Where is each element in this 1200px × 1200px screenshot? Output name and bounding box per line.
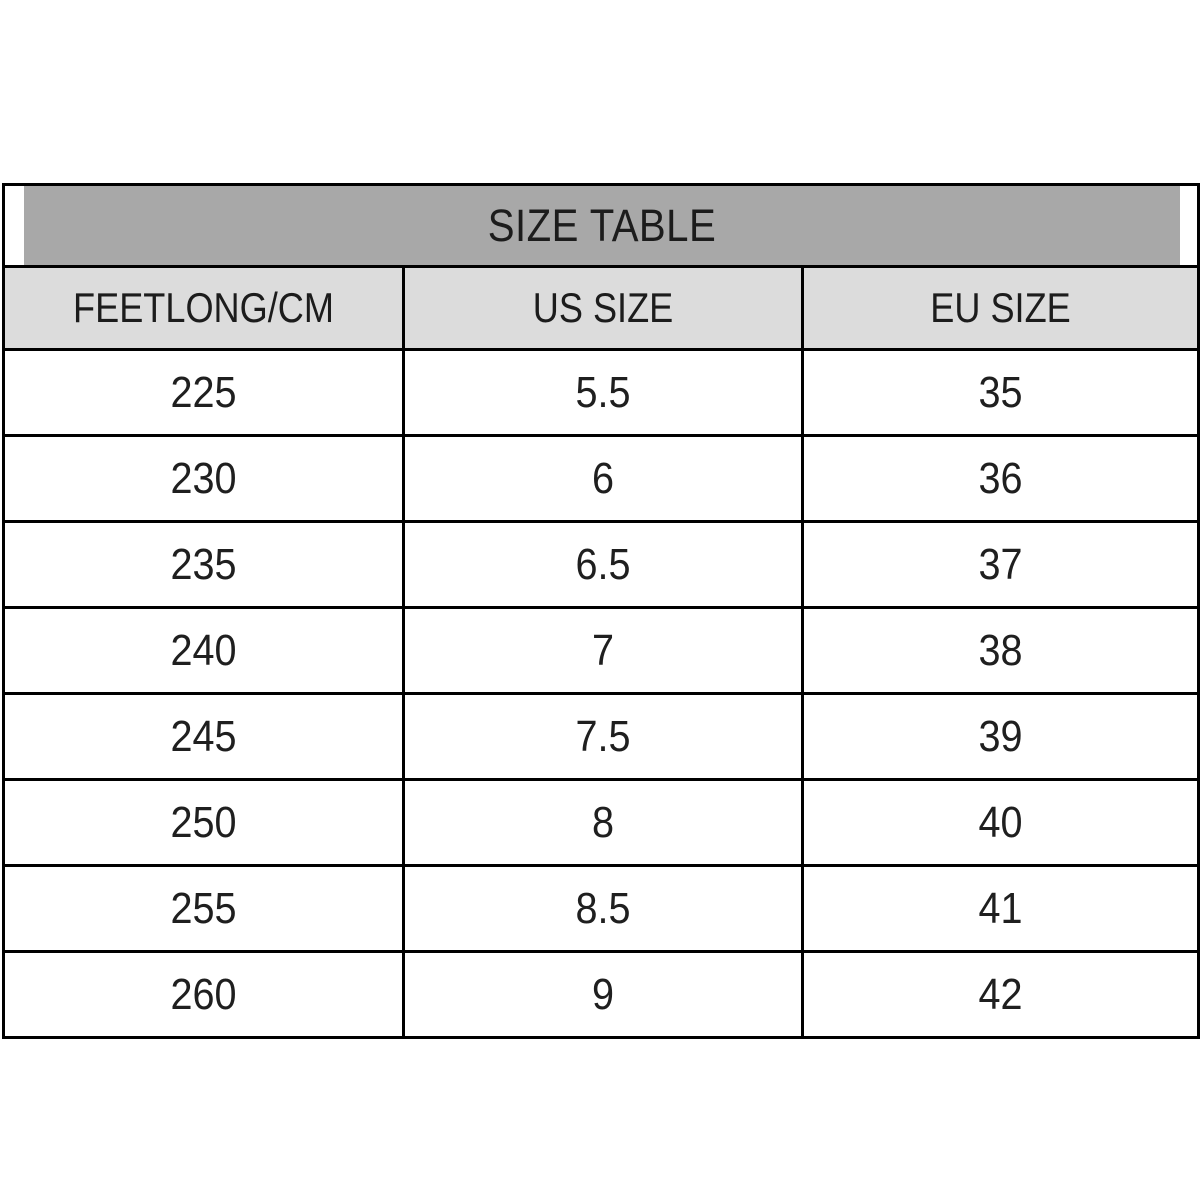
- table-title-cell: SIZE TABLE: [19, 183, 1183, 268]
- cell-value: 38: [978, 626, 1023, 675]
- table-row: 255 8.5 41: [2, 864, 1200, 953]
- cell-value: 240: [170, 626, 237, 675]
- title-row: SIZE TABLE: [4, 183, 1199, 268]
- cell-value: 225: [170, 368, 237, 417]
- cell-eu-size: 40: [801, 778, 1200, 867]
- cell-eu-size: 36: [801, 434, 1200, 523]
- cell-us-size: 8.5: [402, 864, 804, 953]
- cell-us-size: 7: [402, 606, 804, 695]
- cell-value: 39: [978, 712, 1023, 761]
- cell-eu-size: 37: [801, 520, 1200, 609]
- cell-us-size: 6: [402, 434, 804, 523]
- cell-us-size: 5.5: [402, 348, 804, 437]
- column-header-label: US SIZE: [532, 284, 674, 331]
- cell-feetlong-cm: 240: [2, 606, 405, 695]
- cell-eu-size: 39: [801, 692, 1200, 781]
- cell-us-size: 9: [402, 950, 804, 1039]
- header-row: FEETLONG/CM US SIZE EU SIZE: [2, 265, 1200, 351]
- cell-eu-size: 42: [801, 950, 1200, 1039]
- size-table-body: SIZE TABLE FEETLONG/CM US SIZE EU SIZE 2…: [2, 183, 1200, 1039]
- table-title: SIZE TABLE: [486, 200, 716, 251]
- cell-value: 235: [170, 540, 237, 589]
- cell-value: 5.5: [575, 368, 631, 417]
- table-row: 235 6.5 37: [2, 520, 1200, 609]
- cell-value: 7.5: [575, 712, 631, 761]
- cell-feetlong-cm: 260: [2, 950, 405, 1039]
- table-row: 245 7.5 39: [2, 692, 1200, 781]
- cell-value: 245: [170, 712, 237, 761]
- cell-value: 255: [170, 884, 237, 933]
- cell-value: 7: [591, 626, 615, 675]
- cell-value: 42: [978, 970, 1023, 1019]
- table-row: 260 9 42: [2, 950, 1200, 1039]
- cell-us-size: 7.5: [402, 692, 804, 781]
- cell-value: 260: [170, 970, 237, 1019]
- cell-eu-size: 38: [801, 606, 1200, 695]
- column-header-us-size: US SIZE: [402, 265, 804, 351]
- cell-value: 41: [978, 884, 1023, 933]
- cell-value: 9: [591, 970, 615, 1019]
- cell-value: 250: [170, 798, 237, 847]
- cell-value: 6.5: [575, 540, 631, 589]
- cell-value: 36: [978, 454, 1023, 503]
- column-header-feetlong-cm: FEETLONG/CM: [2, 265, 405, 351]
- cell-feetlong-cm: 245: [2, 692, 405, 781]
- column-header-label: EU SIZE: [930, 284, 1071, 331]
- cell-feetlong-cm: 235: [2, 520, 405, 609]
- cell-feetlong-cm: 255: [2, 864, 405, 953]
- cell-value: 6: [591, 454, 615, 503]
- column-header-eu-size: EU SIZE: [801, 265, 1200, 351]
- cell-value: 37: [978, 540, 1023, 589]
- cell-value: 35: [978, 368, 1023, 417]
- cell-feetlong-cm: 230: [2, 434, 405, 523]
- table-row: 230 6 36: [2, 434, 1200, 523]
- size-table: SIZE TABLE FEETLONG/CM US SIZE EU SIZE 2…: [2, 183, 1200, 1039]
- table-row: 240 7 38: [2, 606, 1200, 695]
- cell-value: 8: [591, 798, 615, 847]
- table-row: 250 8 40: [2, 778, 1200, 867]
- table-row: 225 5.5 35: [2, 348, 1200, 437]
- cell-value: 8.5: [575, 884, 631, 933]
- cell-eu-size: 35: [801, 348, 1200, 437]
- cell-feetlong-cm: 225: [2, 348, 405, 437]
- cell-value: 230: [170, 454, 237, 503]
- cell-value: 40: [978, 798, 1023, 847]
- cell-us-size: 6.5: [402, 520, 804, 609]
- cell-us-size: 8: [402, 778, 804, 867]
- column-header-label: FEETLONG/CM: [73, 284, 334, 331]
- cell-eu-size: 41: [801, 864, 1200, 953]
- cell-feetlong-cm: 250: [2, 778, 405, 867]
